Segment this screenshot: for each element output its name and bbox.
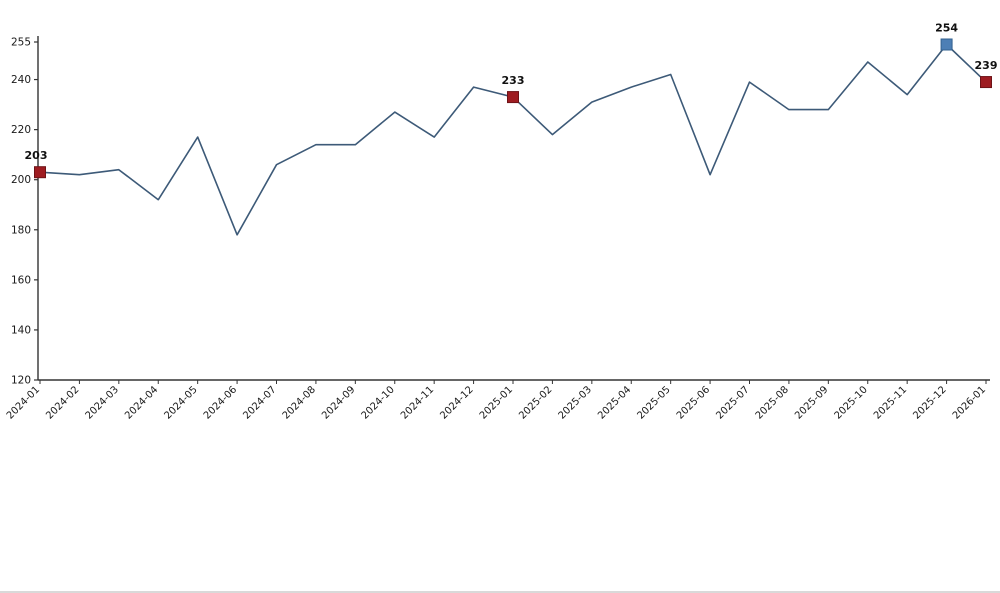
data-point-marker [980,76,992,89]
x-tick-label: 2024-04 [123,384,160,421]
x-tick-label: 2025-07 [714,384,751,421]
y-tick-label: 140 [11,324,31,336]
x-tick-label: 2025-08 [754,384,791,421]
x-tick-label: 2024-03 [84,384,121,421]
data-point-value-label: 254 [935,22,958,35]
x-tick-label: 2024-07 [241,384,278,421]
x-tick-label: 2024-08 [281,384,318,421]
y-tick-label: 220 [11,124,31,136]
data-point-marker [507,91,519,104]
x-tick-label: 2024-09 [320,384,357,421]
data-point-value-label: 239 [975,59,998,72]
x-tick-label: 2025-09 [793,384,830,421]
x-tick-label: 2025-01 [478,384,515,421]
x-tick-label: 2025-05 [635,384,672,421]
x-tick-label: 2025-11 [872,384,909,421]
x-tick-label: 2025-03 [557,384,594,421]
x-tick-label: 2025-10 [833,384,870,421]
y-tick-label: 255 [11,37,31,49]
x-tick-label: 2025-04 [596,384,633,421]
y-tick-label: 240 [11,74,31,86]
x-tick-label: 2024-10 [360,384,397,421]
x-tick-label: 2024-06 [202,384,239,421]
x-tick-label: 2024-12 [438,384,475,421]
x-tick-label: 2025-06 [675,384,712,421]
data-point-marker [940,38,953,51]
y-tick-label: 180 [11,224,31,236]
x-tick-label: 2026-01 [951,384,988,421]
y-tick-label: 200 [11,174,31,186]
x-tick-label: 2024-05 [162,384,199,421]
x-tick-label: 2025-02 [517,384,554,421]
x-tick-label: 2024-02 [44,384,81,421]
y-tick-label: 160 [11,274,31,286]
y-tick-label: 120 [11,375,31,387]
data-point-value-label: 203 [25,149,48,162]
x-tick-label: 2024-01 [5,384,42,421]
data-point-marker [34,166,46,179]
series-line [39,43,987,236]
x-tick-label: 2024-11 [399,384,436,421]
data-point-value-label: 233 [502,74,525,87]
x-tick-label: 2025-12 [911,384,948,421]
